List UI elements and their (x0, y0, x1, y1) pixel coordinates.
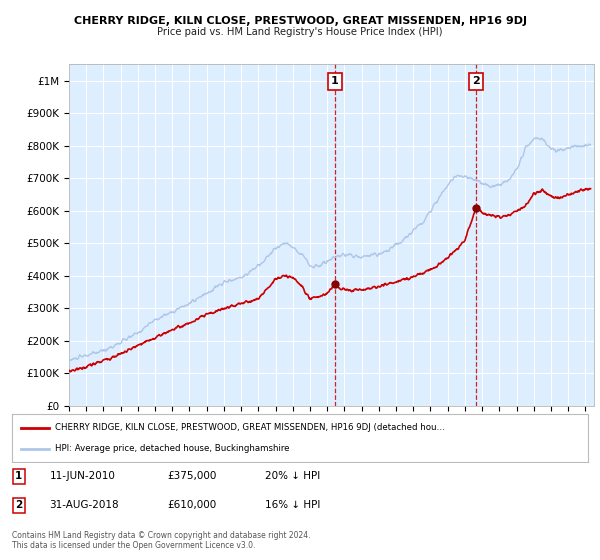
Text: 1: 1 (15, 472, 23, 482)
Text: 2: 2 (472, 77, 480, 86)
Text: Contains HM Land Registry data © Crown copyright and database right 2024.: Contains HM Land Registry data © Crown c… (12, 531, 311, 540)
Text: Price paid vs. HM Land Registry's House Price Index (HPI): Price paid vs. HM Land Registry's House … (157, 27, 443, 37)
Text: £610,000: £610,000 (167, 501, 217, 511)
Text: HPI: Average price, detached house, Buckinghamshire: HPI: Average price, detached house, Buck… (55, 444, 290, 453)
Text: This data is licensed under the Open Government Licence v3.0.: This data is licensed under the Open Gov… (12, 541, 256, 550)
Text: 20% ↓ HPI: 20% ↓ HPI (265, 472, 320, 482)
Text: CHERRY RIDGE, KILN CLOSE, PRESTWOOD, GREAT MISSENDEN, HP16 9DJ: CHERRY RIDGE, KILN CLOSE, PRESTWOOD, GRE… (74, 16, 527, 26)
Text: 11-JUN-2010: 11-JUN-2010 (49, 472, 115, 482)
Text: £375,000: £375,000 (167, 472, 217, 482)
Text: CHERRY RIDGE, KILN CLOSE, PRESTWOOD, GREAT MISSENDEN, HP16 9DJ (detached hou…: CHERRY RIDGE, KILN CLOSE, PRESTWOOD, GRE… (55, 423, 445, 432)
Text: 16% ↓ HPI: 16% ↓ HPI (265, 501, 321, 511)
Text: 2: 2 (15, 501, 23, 511)
Text: 1: 1 (331, 77, 338, 86)
Text: 31-AUG-2018: 31-AUG-2018 (49, 501, 119, 511)
